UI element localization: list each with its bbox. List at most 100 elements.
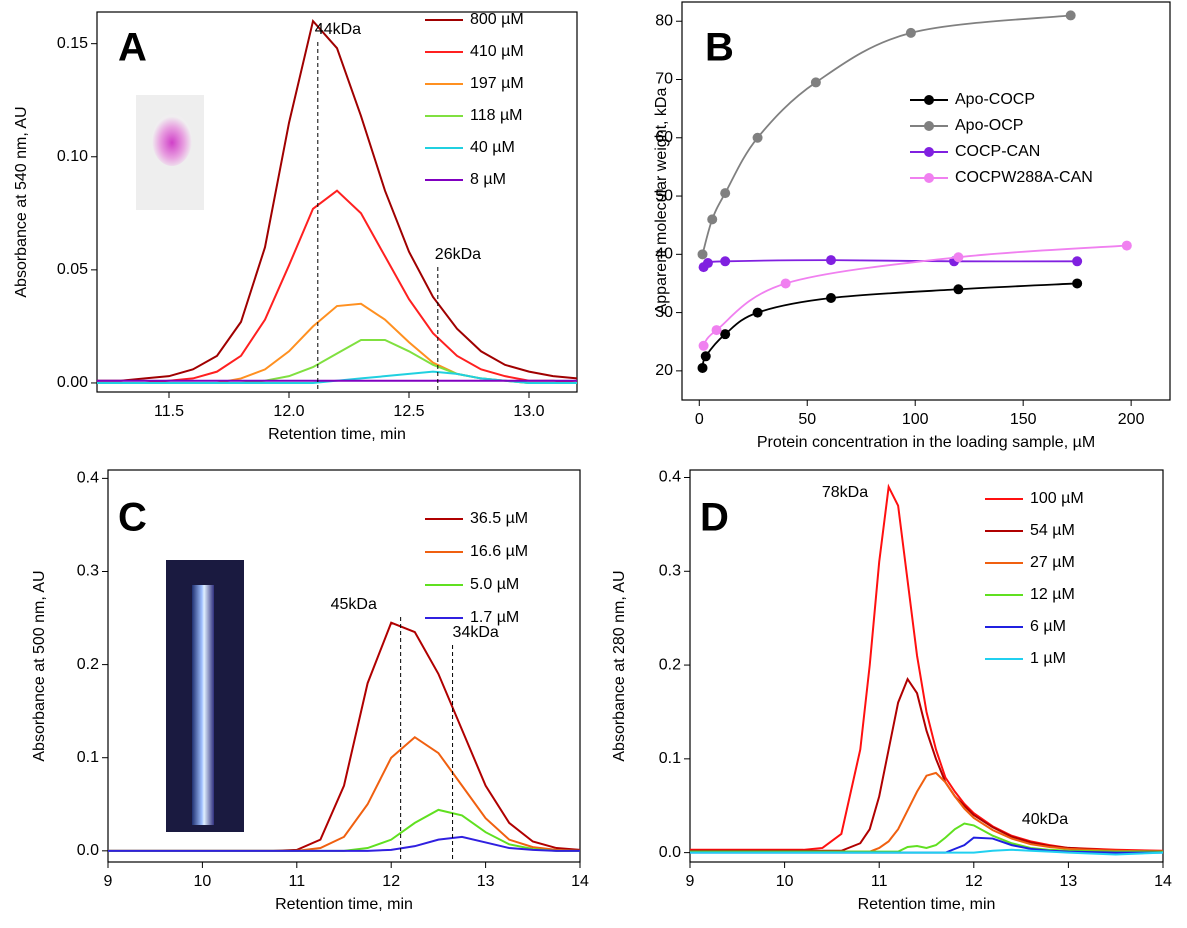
legend-label: 12 µM [1030,586,1075,603]
legend-label: 36.5 µM [470,510,528,527]
data-point [825,293,836,304]
annotation: 45kDa [331,596,377,613]
x-tick-label: 9 [104,873,113,890]
legend-label: 1.7 µM [470,609,519,626]
data-point [711,325,722,336]
legend-label: COCP-CAN [955,143,1040,160]
legend-label: 197 µM [470,75,524,92]
data-point [700,351,711,362]
y-tick-label: 20 [655,362,673,379]
legend-label: 118 µM [470,107,523,124]
legend-label: 800 µM [470,11,524,28]
annotation: 34kDa [453,624,499,641]
data-point [698,340,709,351]
legend-label: 40 µM [470,139,515,156]
x-axis-label: Retention time, min [275,896,413,913]
x-tick-label: 14 [571,873,589,890]
data-point [953,284,964,295]
data-point [697,362,708,373]
y-axis-label: Apparent molecular weight, kDa [653,88,670,315]
y-tick-label: 0.05 [57,261,88,278]
legend-label: 6 µM [1030,618,1066,635]
x-tick-label: 150 [1010,411,1037,428]
y-tick-label: 80 [655,12,673,29]
x-tick-label: 13 [477,873,495,890]
y-tick-label: 0.3 [77,563,99,580]
y-axis-label: Absorbance at 280 nm, AU [611,570,628,761]
legend-label: Apo-COCP [955,91,1035,108]
x-tick-label: 10 [776,873,794,890]
y-tick-label: 0.2 [659,656,681,673]
y-tick-label: 70 [655,71,673,88]
legend-label: 1 µM [1030,650,1066,667]
y-axis-label: Absorbance at 540 nm, AU [13,106,30,297]
x-tick-label: 10 [194,873,212,890]
data-point [1121,240,1132,251]
series-line [702,259,1078,268]
annotation: 40kDa [1022,811,1068,828]
y-tick-label: 0.4 [659,469,681,486]
plot-frame [96,11,578,393]
data-point [1065,10,1076,21]
legend-label: 54 µM [1030,522,1075,539]
series-line [690,848,1164,856]
legend-label: 16.6 µM [470,543,528,560]
y-tick-label: 0.3 [659,563,681,580]
panel-label: A [118,26,147,70]
x-tick-label: 0 [695,411,704,428]
x-axis-label: Retention time, min [268,426,406,443]
x-tick-label: 14 [1154,873,1172,890]
legend-label: 8 µM [470,171,506,188]
y-axis-label: Absorbance at 500 nm, AU [31,570,48,761]
legend-marker [924,95,934,105]
legend-label: COCPW288A-CAN [955,169,1093,186]
data-point [825,255,836,266]
x-tick-label: 11 [288,873,305,890]
plot-frame [107,469,581,863]
data-point [720,329,731,340]
y-tick-label: 50 [655,187,673,204]
data-point [1072,278,1083,289]
x-tick-label: 12 [382,873,400,890]
y-tick-label: 0.00 [57,374,88,391]
legend-marker [924,147,934,157]
x-axis-label: Retention time, min [858,896,996,913]
annotation: 78kDa [822,484,868,501]
y-tick-label: 0.15 [57,35,88,52]
y-tick-label: 0.2 [77,656,99,673]
inset-photo-sample [152,114,192,166]
legend-label: 5.0 µM [470,576,519,593]
legend-label: 410 µM [470,43,524,60]
data-point [780,278,791,289]
data-point [720,188,731,199]
x-tick-label: 12.0 [273,403,304,420]
series-line [690,771,1164,853]
x-tick-label: 13.0 [513,403,544,420]
y-tick-label: 0.0 [659,844,681,861]
x-tick-label: 12 [965,873,983,890]
series-line [690,677,1164,853]
data-point [1072,256,1083,267]
x-tick-label: 13 [1060,873,1078,890]
plot-frame [689,469,1164,863]
legend-label: Apo-OCP [955,117,1023,134]
data-point [720,256,731,267]
y-tick-label: 0.4 [77,470,99,487]
panel-label: C [118,496,147,540]
y-tick-label: 0.0 [77,842,99,859]
x-tick-label: 200 [1118,411,1145,428]
data-point [702,258,713,269]
data-point [752,307,763,318]
x-tick-label: 12.5 [393,403,424,420]
y-tick-label: 40 [655,246,673,263]
data-point [752,132,763,143]
x-tick-label: 11 [871,873,888,890]
series-line [690,822,1163,853]
data-point [953,252,964,263]
y-tick-label: 60 [655,129,673,146]
plot-frame [681,1,1171,401]
y-tick-label: 0.1 [77,749,99,766]
x-tick-label: 9 [686,873,695,890]
legend-label: 27 µM [1030,554,1075,571]
